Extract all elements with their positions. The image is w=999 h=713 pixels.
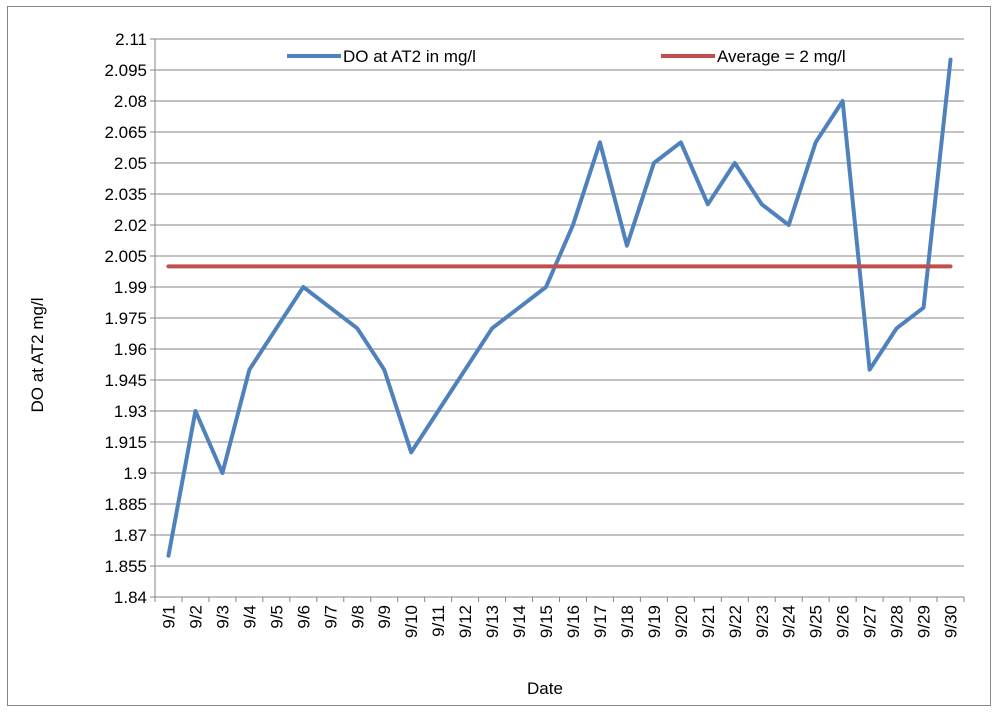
- x-tick-label: 9/5: [267, 605, 286, 629]
- gridlines: [150, 38, 964, 598]
- y-tick-label: 1.915: [104, 433, 147, 452]
- x-tick-label: 9/6: [294, 605, 313, 629]
- y-tick-label: 2.035: [104, 185, 147, 204]
- y-tick-label: 1.93: [114, 402, 147, 421]
- x-tick-label: 9/17: [591, 605, 610, 638]
- y-tick-label: 1.96: [114, 340, 147, 359]
- x-tick-label: 9/28: [888, 605, 907, 638]
- legend-label-0: DO at AT2 in mg/l: [343, 47, 476, 66]
- y-tick-label: 1.945: [104, 371, 147, 390]
- x-tick-label: 9/22: [726, 605, 745, 638]
- y-tick-label: 2.005: [104, 247, 147, 266]
- x-tick-label: 9/3: [213, 605, 232, 629]
- x-tick-label: 9/19: [645, 605, 664, 638]
- series-line-0: [166, 57, 953, 558]
- legend: DO at AT2 in mg/l Average = 2 mg/l: [287, 47, 846, 66]
- y-tick-label: 2.02: [114, 216, 147, 235]
- x-tick-label: 9/9: [375, 605, 394, 629]
- x-tick-label: 9/2: [186, 605, 205, 629]
- legend-label-1: Average = 2 mg/l: [717, 47, 846, 66]
- x-tick-label: 9/8: [348, 605, 367, 629]
- x-tick-label: 9/20: [672, 605, 691, 638]
- x-tick-label: 9/11: [429, 605, 448, 637]
- x-tick-label: 9/14: [510, 605, 529, 638]
- x-tick-label: 9/7: [321, 605, 340, 629]
- y-tick-label: 1.855: [104, 557, 147, 576]
- y-tick-label: 2.08: [114, 92, 147, 111]
- x-tick-label: 9/25: [807, 605, 826, 638]
- x-tick-label: 9/13: [483, 605, 502, 638]
- x-tick-label: 9/27: [861, 605, 880, 638]
- y-tick-label: 1.885: [104, 495, 147, 514]
- y-tick-label: 1.9: [123, 464, 147, 483]
- x-tick-label: 9/30: [942, 605, 961, 638]
- y-tick-label: 1.87: [114, 526, 147, 545]
- y-tick-labels: 1.84 1.855 1.87 1.885 1.9 1.915 1.93 1.945 1.96 1…: [104, 30, 147, 607]
- y-tick-label: 2.065: [104, 123, 147, 142]
- x-tick-label: 9/18: [618, 605, 637, 638]
- x-tick-label: 9/15: [537, 605, 556, 638]
- y-tick-label: 1.84: [114, 588, 147, 607]
- x-tick-label: 9/23: [753, 605, 772, 638]
- x-tick-label: 9/1: [159, 605, 178, 629]
- y-tick-label: 2.05: [114, 154, 147, 173]
- x-tick-label: 9/12: [456, 605, 475, 638]
- y-tick-label: 1.975: [104, 309, 147, 328]
- y-axis-title: DO at AT2 mg/l: [28, 298, 47, 413]
- x-tick-label: 9/4: [240, 605, 259, 629]
- y-tick-label: 2.11: [115, 30, 147, 49]
- y-tick-label: 2.095: [104, 61, 147, 80]
- x-tick-label: 9/16: [564, 605, 583, 638]
- x-tick-label: 9/24: [780, 605, 799, 638]
- series-lines: [166, 57, 953, 558]
- x-tick-label: 9/29: [915, 605, 934, 638]
- x-tick-label: 9/26: [834, 605, 853, 638]
- x-axis-title: Date: [527, 679, 563, 698]
- x-tick-label: 9/10: [402, 605, 421, 638]
- x-tick-label: 9/21: [699, 605, 718, 638]
- y-tick-label: 1.99: [114, 278, 147, 297]
- x-tick-labels: 9/1 9/2 9/3 9/4 9/5 9/6 9/7 9/8 9/9 9/10 9/11 9/12 9…: [159, 605, 960, 638]
- axes: [154, 39, 965, 602]
